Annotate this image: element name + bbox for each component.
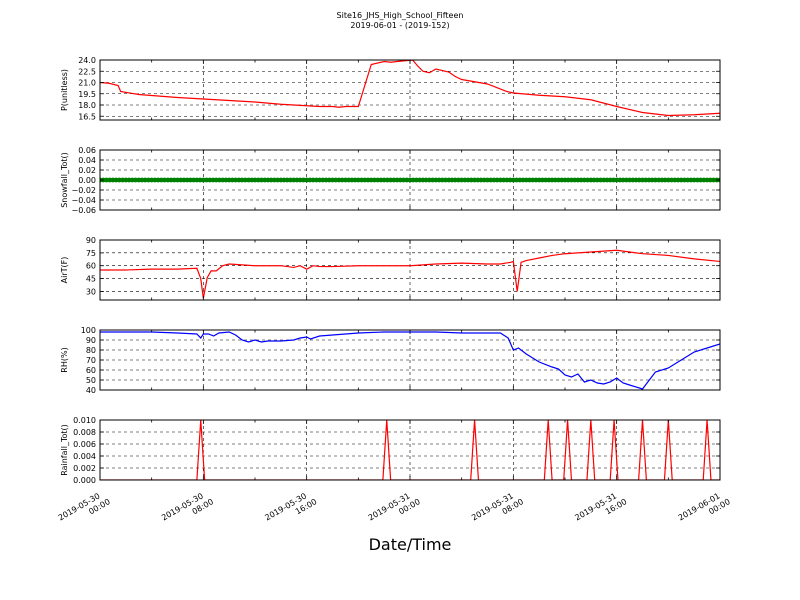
panel-1: 16.5 18.0 19.5 21.0 22.5 24.0 P(unitless) [60,56,721,121]
y-tick-label: 22.5 [78,67,96,76]
y-tick-label: 60 [86,366,96,375]
y-tick-label: −0.04 [71,196,96,205]
y-tick-label: 100 [81,326,96,335]
y-axis-label: P(unitless) [60,69,69,111]
data-line [100,60,720,117]
y-tick-label: 0.00 [78,176,96,185]
chart-title: Site16_JHS_High_School_Fifteen [337,11,464,20]
y-tick-label: 0.002 [73,464,96,473]
data-line [100,249,720,299]
y-tick-label: 16.5 [78,112,96,121]
y-tick-label: −0.06 [71,206,96,215]
y-tick-label: 30 [86,287,96,296]
panel-5: 0.010 0.008 0.006 0.004 0.002 0.000 Rainfall_T… [60,416,721,485]
y-tick-label: 75 [86,249,96,258]
y-tick-label: 0.02 [78,166,96,175]
y-tick-label: 18.0 [78,101,96,110]
series-group [100,249,720,299]
series-group [100,177,720,183]
series-group [100,331,720,390]
y-tick-label: 19.5 [78,90,96,99]
y-tick-label: 0.010 [73,416,96,425]
y-tick-label: 80 [86,346,96,355]
chart-subtitle: 2019-06-01 - (2019-152) [350,21,449,30]
y-tick-label: 0.006 [73,440,96,449]
series-group [100,420,720,480]
data-line [100,420,720,480]
y-tick-label: 0.000 [73,476,96,485]
panel-3: 90 75 60 45 30 AirT(F) [60,236,721,301]
y-tick-label: −0.02 [71,186,96,195]
y-tick-label: 21.0 [78,79,96,88]
data-line [100,331,720,390]
y-tick-label: 40 [86,386,96,395]
panel-2: 0.060.040.020.00−0.02−0.04−0.06Snowfall_… [60,146,721,215]
y-tick-label: 70 [86,356,96,365]
y-tick-label: 90 [86,336,96,345]
x-axis-label: Date/Time [369,535,452,554]
y-tick-label: 50 [86,376,96,385]
y-tick-label: 90 [86,236,96,245]
y-axis-label: Rainfall_Tot() [60,424,69,476]
y-tick-label: 0.04 [78,156,96,165]
y-tick-label: 24.0 [78,56,96,65]
y-tick-label: 0.008 [73,428,96,437]
panels-group: 16.518.019.521.022.524.0P(unitless)0.060… [60,56,721,485]
y-tick-label: 0.004 [73,452,96,461]
series-group [100,60,720,117]
y-axis-label: RH(%) [60,347,69,372]
y-axis-label: Snowfall_Tot() [60,152,69,208]
y-tick-label: 45 [86,275,96,284]
y-axis-label: AirT(F) [60,257,69,284]
y-tick-label: 60 [86,262,96,271]
y-tick-label: 0.06 [78,146,96,155]
